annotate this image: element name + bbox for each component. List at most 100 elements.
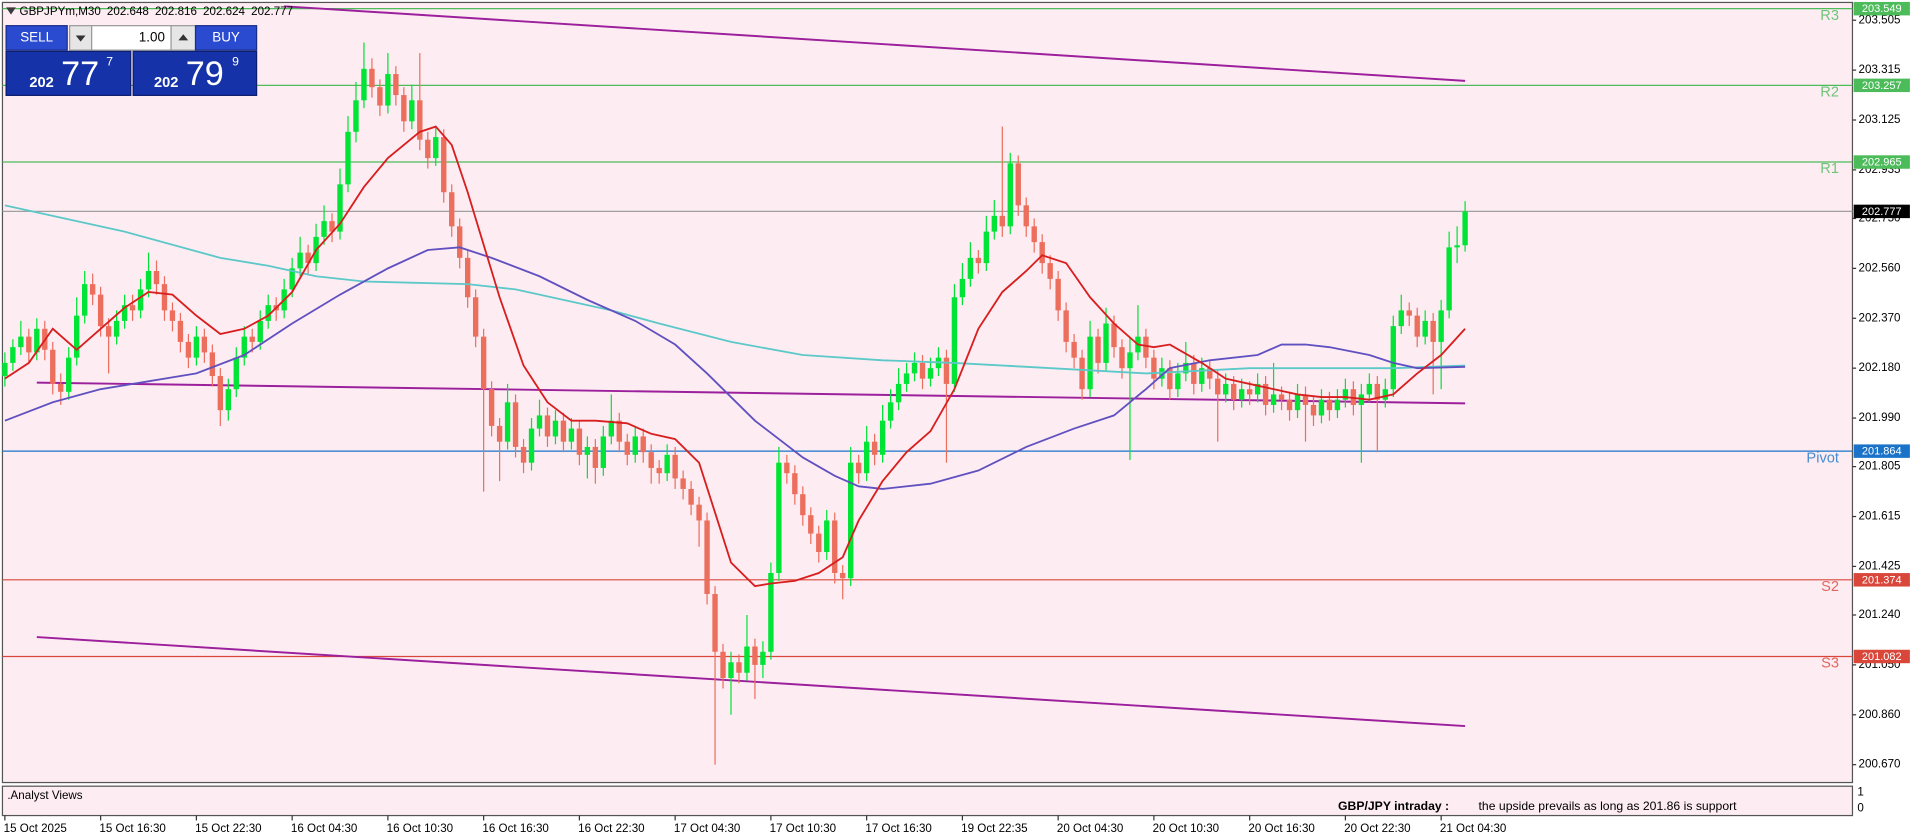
candle-body [1374, 383, 1381, 400]
candle-body [776, 462, 782, 573]
x-tick-label: 20 Oct 16:30 [1248, 822, 1314, 835]
candle-body [409, 100, 415, 122]
candle-body [1278, 394, 1285, 400]
candle-body [744, 646, 750, 673]
candle-body [951, 297, 958, 384]
candle-body [704, 520, 710, 594]
candle-body [193, 336, 200, 358]
candle-body [1398, 310, 1404, 327]
candle-body [1063, 310, 1069, 342]
candle-body [425, 139, 431, 159]
buy-label[interactable]: BUY [212, 29, 240, 44]
candle-body [1231, 383, 1237, 400]
candle-body [1223, 383, 1229, 395]
candle-body [863, 441, 870, 474]
candle-body [361, 68, 367, 101]
candle-body [736, 662, 742, 673]
level-price-label: 203.257 [1862, 80, 1902, 92]
candle-body [401, 95, 407, 122]
candle-body [1183, 362, 1189, 374]
bid-box[interactable] [5, 50, 132, 96]
x-tick-label: 20 Oct 10:30 [1153, 822, 1219, 835]
level-name: S2 [1821, 579, 1839, 595]
candle-body [903, 373, 910, 384]
candle-body [74, 315, 80, 358]
moving-average [4, 246, 1466, 490]
x-tick-label: 16 Oct 10:30 [387, 822, 453, 835]
open: 202.648 [107, 5, 149, 18]
sub-tick-label: 1 [1857, 785, 1863, 798]
moving-average [4, 125, 1466, 588]
x-tick-label: 16 Oct 04:30 [291, 822, 357, 835]
level-name: R3 [1820, 8, 1839, 24]
sell-button[interactable] [5, 25, 68, 51]
candle-body [1047, 263, 1053, 279]
candle-body [241, 336, 247, 358]
candle-body [871, 441, 878, 455]
candle-body [1414, 315, 1420, 337]
y-tick-label: 202.560 [1859, 261, 1901, 274]
candle-body [879, 420, 886, 455]
candle-body [1215, 378, 1221, 395]
header-icon [6, 7, 16, 15]
level-name: Pivot [1806, 450, 1839, 466]
subwindow-area [1, 785, 1854, 817]
candle-body [97, 294, 104, 327]
x-tick-label: 17 Oct 04:30 [674, 822, 740, 835]
candle-body [496, 425, 503, 442]
sell-label[interactable]: SELL [20, 29, 53, 44]
y-tick-label: 201.425 [1859, 559, 1901, 572]
candle-body [975, 257, 982, 264]
candle-body [855, 462, 862, 474]
candle-body [911, 362, 918, 374]
x-tick-label: 16 Oct 22:30 [578, 822, 644, 835]
lot-input[interactable] [91, 25, 172, 51]
high: 202.816 [155, 5, 197, 18]
candle-body [1087, 336, 1093, 390]
candle-body [1151, 357, 1157, 379]
candle-body [50, 349, 56, 384]
candle-body [1422, 320, 1428, 337]
plot-area [1, 1, 1854, 784]
candle-body [1318, 399, 1325, 416]
candle-body [1446, 247, 1452, 311]
x-tick-label: 15 Oct 2025 [4, 822, 67, 835]
candle-body [1199, 368, 1205, 384]
candle-body [1334, 399, 1341, 411]
analysis-text: the upside prevails as long as 201.86 is… [1479, 799, 1738, 813]
candle-body [895, 383, 902, 403]
ask-big: 202 [154, 75, 178, 91]
candle-body [209, 352, 216, 377]
candle-body [1390, 326, 1396, 390]
candle-body [1055, 278, 1061, 311]
candle-body [1342, 389, 1349, 400]
x-tick-label: 15 Oct 16:30 [99, 822, 165, 835]
candle-body [225, 389, 231, 411]
current-price-label: 202.777 [1862, 206, 1902, 218]
candle-body [608, 420, 614, 437]
candle-body [113, 320, 120, 337]
candle-body [10, 347, 16, 363]
close: 202.777 [251, 5, 293, 18]
candle-body [1438, 310, 1444, 342]
candle-body [353, 100, 359, 132]
lot-up[interactable] [170, 25, 197, 51]
candle-body [1127, 352, 1133, 369]
candle-body [1031, 226, 1037, 243]
y-tick-label: 200.670 [1859, 758, 1901, 771]
candle-body [137, 289, 144, 311]
candle-body [600, 436, 607, 468]
candle-body [504, 402, 511, 442]
candle-body [808, 515, 814, 534]
ask-box[interactable] [132, 50, 258, 96]
x-tick-label: 20 Oct 04:30 [1057, 822, 1123, 835]
candle-body [1143, 336, 1149, 358]
lot-value[interactable]: 1.00 [139, 29, 165, 44]
candle-body [1462, 211, 1468, 246]
buy-button[interactable] [194, 25, 258, 51]
candle-body [145, 270, 152, 290]
candle-body [81, 284, 88, 316]
candle-body [488, 389, 495, 426]
candle-body [1246, 389, 1253, 395]
